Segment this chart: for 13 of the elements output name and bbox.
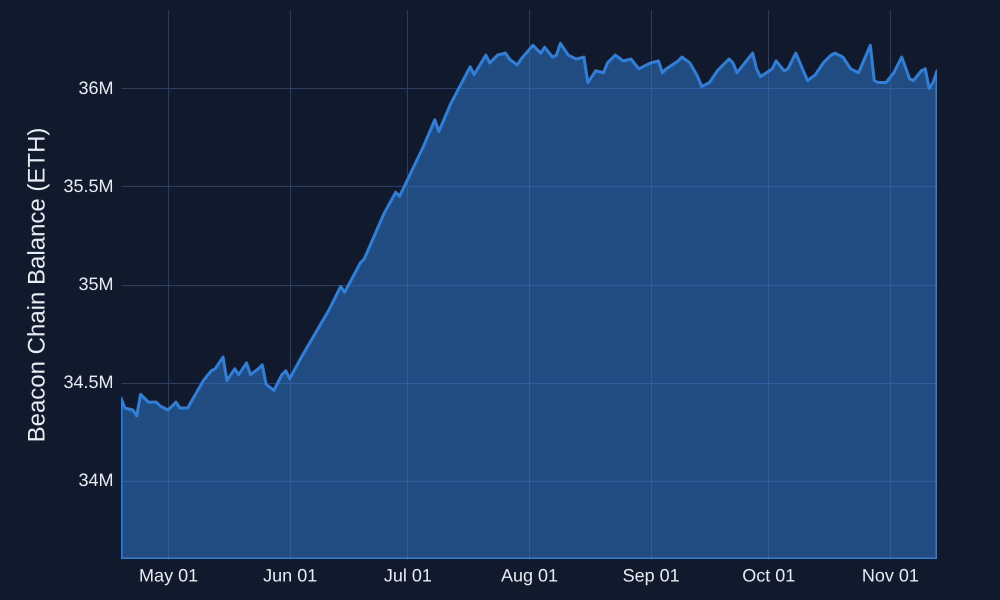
y-tick-label: 36M <box>78 78 114 98</box>
x-tick-label: Sep 01 <box>622 566 680 586</box>
x-tick-label: Jun 01 <box>263 566 318 586</box>
x-tick-label: Jul 01 <box>384 566 432 586</box>
x-tick-label: May 01 <box>139 566 198 586</box>
y-tick-label: 34M <box>78 470 114 490</box>
x-tick-label: Oct 01 <box>742 566 796 586</box>
y-tick-label: 34.5M <box>63 372 114 392</box>
y-tick-label: 35M <box>78 274 114 294</box>
y-axis-title: Beacon Chain Balance (ETH) <box>23 128 50 442</box>
x-tick-label: Aug 01 <box>500 566 558 586</box>
x-tick-label: Nov 01 <box>862 566 919 586</box>
y-tick-label: 35.5M <box>63 176 114 196</box>
